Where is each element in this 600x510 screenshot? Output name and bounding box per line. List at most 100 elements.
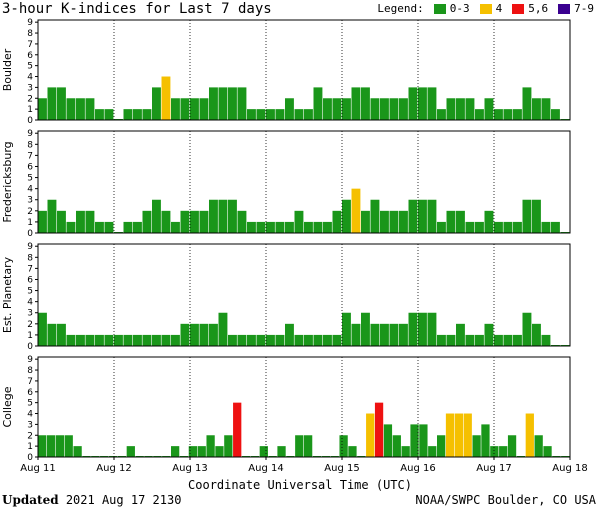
y-tick-label: 3 (27, 83, 33, 93)
bar (522, 312, 532, 346)
bar (532, 323, 541, 346)
legend-swatch-yellow (479, 3, 492, 14)
source-credit: NOAA/SWPC Boulder, CO USA (415, 493, 596, 507)
bar (408, 312, 418, 346)
bar (522, 87, 532, 120)
bar (494, 109, 503, 120)
bar (142, 210, 152, 233)
bar (285, 221, 294, 233)
bar (38, 312, 47, 346)
bar (123, 334, 133, 346)
bar (171, 98, 180, 120)
bar (199, 98, 209, 120)
bar (446, 210, 456, 233)
y-tick-label: 7 (27, 40, 33, 50)
bar (543, 446, 552, 457)
bar (513, 334, 522, 346)
bar (247, 221, 256, 233)
bar (247, 334, 256, 346)
bar (256, 221, 266, 233)
legend-item-5-6: 5,6 (512, 2, 548, 15)
bar (463, 413, 472, 457)
bar (171, 221, 180, 233)
bar (389, 210, 399, 233)
y-tick-label: 4 (27, 185, 33, 195)
y-tick-label: 8 (27, 140, 33, 150)
bar (218, 312, 228, 346)
bar (304, 109, 313, 120)
y-tick-label: 6 (27, 51, 33, 61)
bar (46, 435, 56, 457)
y-tick-label: 1 (27, 218, 33, 228)
bar (399, 323, 408, 346)
bar (507, 435, 517, 457)
bar (454, 413, 463, 457)
bar (408, 87, 418, 120)
bar (313, 334, 323, 346)
bar (237, 210, 247, 233)
y-tick-label: 2 (27, 320, 33, 330)
y-tick-label: 3 (27, 196, 33, 206)
legend-item-label: 7-9 (574, 2, 594, 15)
bar (152, 334, 161, 346)
bar (66, 221, 76, 233)
bar (66, 98, 76, 120)
y-tick-label: 8 (27, 29, 33, 39)
bar (503, 334, 513, 346)
bar (126, 446, 135, 457)
bar (551, 109, 560, 120)
bar (475, 334, 484, 346)
bar (76, 334, 85, 346)
legend-item-label: 0-3 (449, 2, 470, 15)
y-tick-label: 3 (27, 420, 33, 430)
bar (123, 221, 133, 233)
y-tick-label: 6 (27, 162, 33, 172)
panel-label: Fredericksburg (1, 141, 14, 222)
bar (228, 87, 237, 120)
bar (465, 334, 475, 346)
bar (374, 402, 384, 457)
bar (190, 323, 199, 346)
bar (209, 87, 218, 120)
bar (224, 435, 233, 457)
y-tick-label: 4 (27, 410, 33, 420)
bar (351, 323, 361, 346)
bar (259, 446, 268, 457)
bar (437, 334, 446, 346)
bar (446, 98, 456, 120)
bar (275, 221, 285, 233)
bar (370, 199, 380, 233)
bar (342, 312, 351, 346)
bar (218, 87, 228, 120)
bar (361, 312, 370, 346)
bar (104, 334, 114, 346)
k-index-chart: 0123456789Boulder0123456789Fredericksbur… (1, 18, 588, 474)
bar (475, 221, 484, 233)
bar (161, 210, 171, 233)
bar (190, 98, 199, 120)
bar (525, 413, 534, 457)
bar (197, 446, 206, 457)
bar (294, 109, 304, 120)
bar (76, 98, 85, 120)
y-tick-label: 1 (27, 331, 33, 341)
bar (285, 98, 294, 120)
bar (437, 109, 446, 120)
bar (475, 109, 484, 120)
bar (361, 210, 370, 233)
bar (419, 424, 428, 457)
chart-title: 3-hour K-indices for Last 7 days (2, 1, 272, 17)
bar (380, 323, 389, 346)
bar (541, 221, 551, 233)
bar (161, 334, 171, 346)
bar (209, 199, 218, 233)
bar (494, 221, 503, 233)
bar (237, 87, 247, 120)
bar (256, 109, 266, 120)
x-tick-label: Aug 12 (96, 463, 131, 474)
bar (399, 210, 408, 233)
y-tick-label: 0 (27, 116, 33, 126)
bar (342, 98, 351, 120)
bar (228, 199, 237, 233)
bar (499, 446, 508, 457)
